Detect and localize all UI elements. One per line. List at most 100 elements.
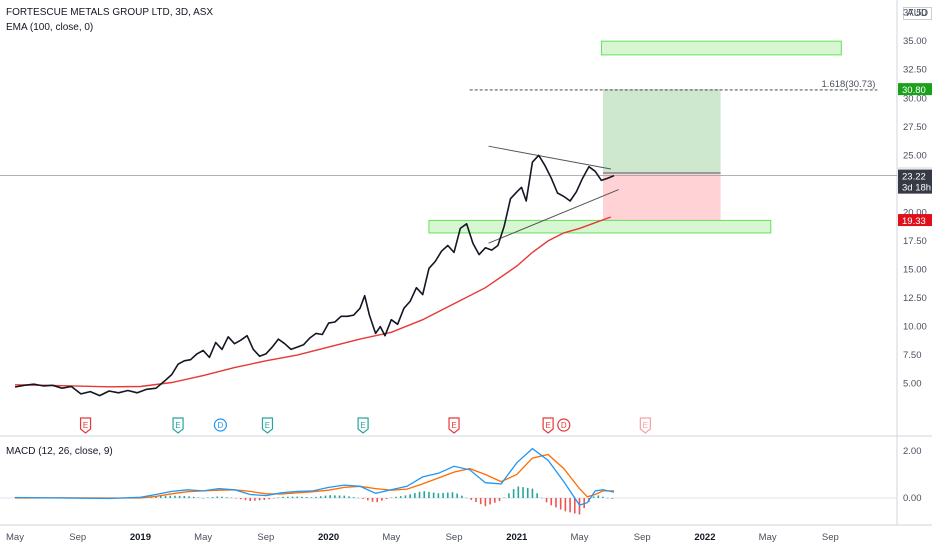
earnings-marker bbox=[639, 417, 651, 434]
macd-histogram-bar bbox=[263, 498, 266, 500]
macd-histogram-bar bbox=[461, 495, 463, 498]
macd-histogram-bar bbox=[536, 493, 538, 498]
macd-histogram-bar bbox=[484, 498, 487, 507]
macd-histogram-bar bbox=[456, 493, 458, 498]
macd-histogram-bar bbox=[174, 495, 176, 498]
time-axis-label: May bbox=[382, 532, 400, 543]
macd-histogram-bar bbox=[216, 496, 219, 498]
macd-histogram-bar bbox=[423, 491, 426, 498]
macd-histogram-bar bbox=[503, 497, 506, 499]
macd-indicator-label[interactable]: MACD (12, 26, close, 9) bbox=[6, 446, 113, 457]
macd-histogram-bar bbox=[329, 495, 331, 498]
macd-histogram-bar bbox=[277, 497, 280, 498]
macd-histogram-bar bbox=[550, 498, 553, 506]
macd-histogram-bar bbox=[451, 492, 454, 498]
earnings-marker bbox=[172, 417, 184, 434]
macd-histogram-bar bbox=[155, 496, 157, 498]
macd-histogram-bar bbox=[211, 497, 214, 498]
macd-line bbox=[14, 447, 615, 506]
macd-histogram-bar bbox=[319, 496, 322, 498]
macd-histogram-bar bbox=[592, 496, 595, 498]
macd-histogram-bar bbox=[437, 493, 440, 498]
last-price-label: 23.22 bbox=[902, 172, 926, 183]
macd-histogram-bar bbox=[338, 495, 341, 498]
macd-histogram-bar bbox=[498, 498, 501, 501]
macd-histogram-bar bbox=[531, 488, 534, 498]
price-axis-tick: 32.50 bbox=[903, 65, 927, 76]
dividend-marker bbox=[557, 418, 571, 432]
macd-histogram-bar bbox=[169, 495, 172, 498]
countdown-label: 3d 18h bbox=[902, 183, 931, 194]
macd-histogram-bar bbox=[409, 494, 411, 498]
price-axis-tick: 5.00 bbox=[903, 379, 922, 390]
time-axis-label: Sep bbox=[257, 532, 274, 543]
price-series-line bbox=[14, 154, 615, 397]
macd-histogram-bar bbox=[207, 497, 209, 499]
marker-letter: D bbox=[218, 421, 224, 430]
macd-histogram-bar bbox=[479, 498, 482, 505]
price-axis-tick: 12.50 bbox=[903, 293, 927, 304]
macd-histogram-bar bbox=[192, 496, 195, 498]
macd-histogram-bar bbox=[348, 496, 350, 498]
macd-histogram-bar bbox=[399, 496, 402, 498]
macd-histogram-bar bbox=[442, 492, 444, 498]
macd-histogram-bar bbox=[432, 492, 435, 498]
target-zone bbox=[603, 89, 721, 174]
zone-rectangle bbox=[428, 219, 772, 234]
macd-histogram-bar bbox=[395, 496, 397, 498]
macd-histogram-bar bbox=[418, 491, 421, 498]
price-axis-tick: 7.50 bbox=[903, 350, 922, 361]
time-axis-label: 2020 bbox=[318, 532, 339, 543]
macd-histogram-bar bbox=[522, 487, 524, 498]
price-axis-tick: 37.50 bbox=[903, 8, 927, 19]
macd-histogram-bar bbox=[352, 497, 355, 498]
macd-histogram-bar bbox=[230, 497, 233, 499]
macd-histogram-bar bbox=[225, 497, 228, 498]
macd-histogram-bar bbox=[428, 491, 430, 498]
macd-histogram-bar bbox=[559, 498, 562, 510]
macd-histogram-bar bbox=[376, 498, 379, 503]
price-label-stop: 19.33 bbox=[902, 216, 926, 227]
macd-histogram-bar bbox=[357, 497, 360, 499]
macd-histogram-bar bbox=[183, 496, 186, 498]
last-price-badge bbox=[898, 169, 932, 194]
macd-histogram-bar bbox=[258, 498, 261, 501]
macd-signal-line bbox=[14, 453, 614, 499]
dividend-marker bbox=[213, 418, 228, 432]
macd-histogram-bar bbox=[324, 495, 327, 498]
macd-histogram-bar bbox=[334, 495, 336, 498]
marker-letter: E bbox=[83, 421, 88, 430]
trendline bbox=[488, 189, 619, 244]
macd-histogram-bar bbox=[235, 498, 237, 499]
macd-histogram-bar bbox=[569, 498, 571, 513]
macd-histogram-bar bbox=[475, 498, 477, 502]
macd-histogram-bar bbox=[164, 495, 167, 498]
macd-axis-tick: 0.00 bbox=[903, 493, 922, 504]
macd-histogram-bar bbox=[239, 498, 242, 500]
ema-series-line bbox=[14, 216, 612, 388]
macd-histogram-bar bbox=[305, 497, 308, 498]
macd-histogram-bar bbox=[465, 497, 468, 499]
macd-histogram-bar bbox=[414, 493, 416, 498]
macd-histogram-bar bbox=[291, 496, 294, 498]
macd-histogram-bar bbox=[315, 496, 317, 498]
macd-histogram-bar bbox=[541, 497, 543, 499]
chart-title: FORTESCUE METALS GROUP LTD, 3D, ASX bbox=[6, 7, 214, 18]
price-axis-tick: 27.50 bbox=[903, 122, 927, 133]
earnings-marker bbox=[542, 417, 554, 434]
macd-histogram-bar bbox=[381, 498, 383, 501]
macd-histogram-bar bbox=[287, 496, 289, 498]
macd-histogram-bar bbox=[197, 497, 200, 498]
marker-letter: E bbox=[643, 421, 648, 430]
trendline bbox=[488, 145, 611, 170]
macd-histogram-bar bbox=[188, 496, 190, 498]
earnings-marker bbox=[357, 417, 369, 434]
ema-indicator-label[interactable]: EMA (100, close, 0) bbox=[6, 22, 94, 33]
macd-histogram-bar bbox=[545, 498, 548, 503]
macd-histogram-bar bbox=[526, 487, 529, 498]
time-axis-label: May bbox=[6, 532, 24, 543]
macd-histogram-bar bbox=[555, 498, 557, 508]
price-axis-tick: 35.00 bbox=[903, 36, 927, 47]
macd-histogram-bar bbox=[221, 496, 223, 498]
